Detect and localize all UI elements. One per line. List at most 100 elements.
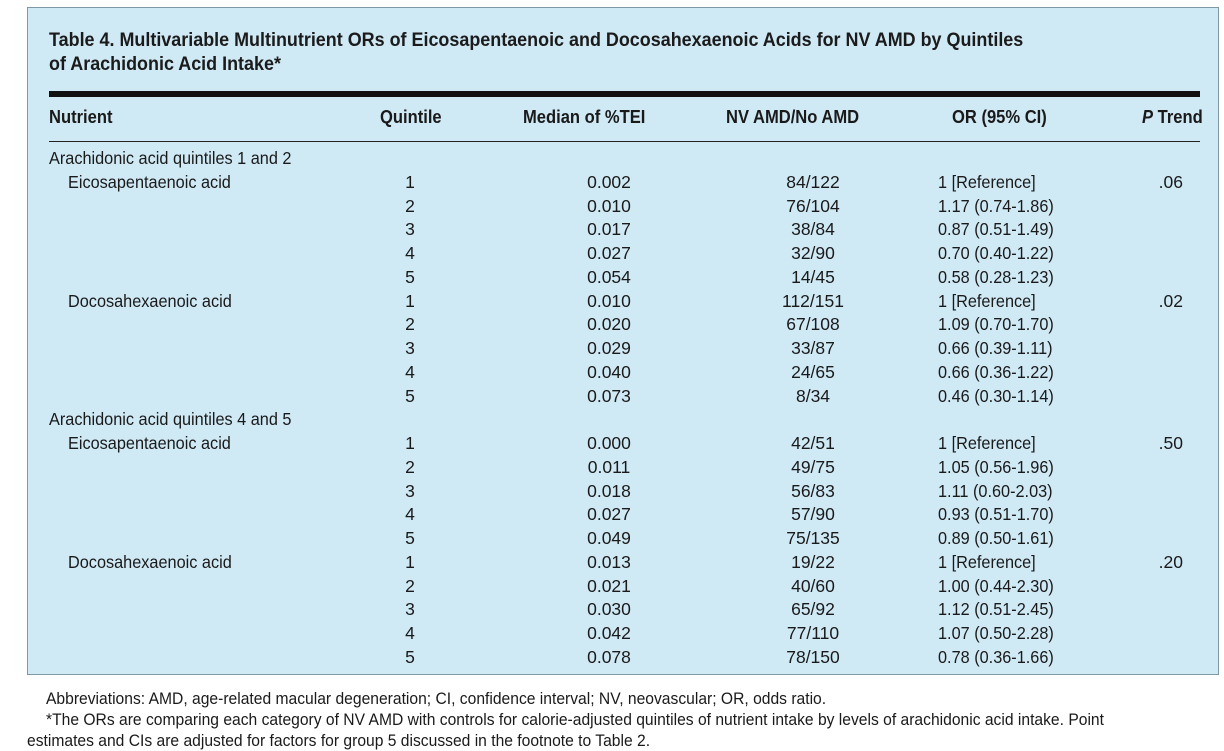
table-row: 5 0.078 78/150 0.78 (0.36-1.66) [28, 645, 1218, 669]
row-median-cell: 0.000 [587, 433, 631, 453]
row-or-cell: 1.05 (0.56-1.96) [938, 456, 1054, 477]
row-or-cell: 1 [Reference] [938, 171, 1036, 192]
row-or-cell: 1.00 (0.44-2.30) [938, 575, 1054, 596]
table-row: Arachidonic acid quintiles 4 and 5 [28, 407, 1218, 431]
row-counts-cell: 19/22 [791, 551, 835, 572]
row-nutrient-cell: Eicosapentaenoic acid [68, 171, 231, 192]
row-median-cell: 0.017 [587, 219, 631, 240]
p-trend-italic: P [1142, 107, 1154, 127]
table-title-line-2: of Arachidonic Acid Intake* [49, 53, 281, 75]
row-median-cell: 0.011 [587, 456, 631, 477]
row-median-cell: 0.002 [587, 171, 631, 192]
row-counts-cell: 65/92 [791, 599, 835, 620]
row-counts-cell: 77/110 [786, 623, 840, 643]
table-panel: Table 4. Multivariable Multinutrient ORs… [27, 7, 1219, 675]
table-row: Docosahexaenoic acid 1 0.013 19/22 1 [Refere… [28, 550, 1218, 574]
table-row: 3 0.017 38/84 0.87 (0.51-1.49) [28, 217, 1218, 241]
row-quintile-cell: 2 [405, 195, 415, 216]
row-median-cell: 0.027 [587, 504, 631, 525]
table-row: 5 0.054 14/45 0.58 (0.28-1.23) [28, 265, 1218, 289]
row-or-cell: 0.66 (0.36-1.22) [938, 361, 1054, 382]
table-row: Arachidonic acid quintiles 1 and 2 [28, 146, 1218, 170]
row-or-cell: 1.07 (0.50-2.28) [938, 623, 1054, 643]
row-counts-cell: 49/75 [791, 456, 835, 477]
row-median-cell: 0.042 [587, 623, 631, 643]
row-median-cell: 0.040 [587, 361, 631, 382]
row-median-cell: 0.027 [587, 243, 631, 263]
footnote-note-line-2: estimates and CIs are adjusted for facto… [27, 731, 651, 750]
table-row: Eicosapentaenoic acid 1 0.000 42/51 1 [Refer… [28, 431, 1218, 455]
table-row: Docosahexaenoic acid 1 0.010 112/151 1 [Refe… [28, 289, 1218, 313]
row-or-cell: 0.66 (0.39-1.11) [938, 338, 1053, 358]
table-row: 3 0.030 65/92 1.12 (0.51-2.45) [28, 597, 1218, 621]
row-p-trend-cell: .20 [1158, 551, 1183, 572]
table-row: 4 0.027 32/90 0.70 (0.40-1.22) [28, 241, 1218, 265]
p-trend-label: Trend [1153, 107, 1203, 127]
table-row: 4 0.027 57/90 0.93 (0.51-1.70) [28, 502, 1218, 526]
row-counts-cell: 40/60 [791, 575, 835, 596]
row-counts-cell: 32/90 [791, 243, 835, 263]
table-row: 2 0.010 76/104 1.17 (0.74-1.86) [28, 194, 1218, 218]
row-median-cell: 0.030 [587, 599, 631, 620]
footnote-abbreviations: Abbreviations: AMD, age-related macular … [46, 689, 827, 708]
row-quintile-cell: 5 [405, 266, 415, 287]
row-counts-cell: 75/135 [786, 528, 840, 548]
row-counts-cell: 42/51 [791, 433, 835, 453]
table-row: 2 0.011 49/75 1.05 (0.56-1.96) [28, 455, 1218, 479]
row-counts-cell: 14/45 [791, 266, 835, 287]
row-counts-cell: 78/150 [786, 646, 840, 667]
column-header-nutrient: Nutrient [49, 107, 113, 127]
row-quintile-cell: 3 [405, 219, 415, 240]
row-nutrient-cell: Arachidonic acid quintiles 1 and 2 [49, 148, 292, 168]
row-counts-cell: 112/151 [782, 290, 844, 311]
row-quintile-cell: 5 [405, 646, 415, 667]
column-header-quintile: Quintile [380, 107, 442, 127]
row-quintile-cell: 1 [405, 433, 415, 453]
row-quintile-cell: 5 [405, 385, 415, 406]
row-or-cell: 0.78 (0.36-1.66) [938, 646, 1054, 667]
row-median-cell: 0.029 [587, 338, 631, 358]
table-row: Eicosapentaenoic acid 1 0.002 84/122 1 [Refe… [28, 170, 1218, 194]
row-median-cell: 0.049 [587, 528, 631, 548]
row-quintile-cell: 4 [405, 623, 415, 643]
row-nutrient-cell: Eicosapentaenoic acid [68, 433, 231, 453]
row-or-cell: 0.89 (0.50-1.61) [938, 528, 1054, 548]
row-quintile-cell: 2 [405, 575, 415, 596]
column-header-counts: NV AMD/No AMD [726, 107, 860, 127]
row-quintile-cell: 4 [405, 361, 415, 382]
row-counts-cell: 67/108 [786, 314, 840, 335]
row-or-cell: 0.70 (0.40-1.22) [938, 243, 1054, 263]
row-counts-cell: 8/34 [795, 385, 831, 406]
table-row: 3 0.029 33/87 0.66 (0.39-1.11) [28, 336, 1218, 360]
row-counts-cell: 33/87 [791, 338, 835, 358]
table-title-line-1: Table 4. Multivariable Multinutrient ORs… [49, 29, 1024, 51]
header-top-rule [49, 91, 1200, 97]
row-counts-cell: 24/65 [791, 361, 835, 382]
row-median-cell: 0.073 [587, 385, 631, 406]
row-p-trend-cell: .06 [1158, 171, 1183, 192]
table-row: 5 0.049 75/135 0.89 (0.50-1.61) [28, 526, 1218, 550]
table-row: 3 0.018 56/83 1.11 (0.60-2.03) [28, 479, 1218, 503]
footnote-note-line-1: *The ORs are comparing each category of … [46, 710, 1104, 729]
row-median-cell: 0.021 [587, 575, 631, 596]
row-median-cell: 0.054 [587, 266, 631, 287]
row-counts-cell: 38/84 [791, 219, 835, 240]
row-counts-cell: 56/83 [791, 480, 835, 501]
table-row: 2 0.021 40/60 1.00 (0.44-2.30) [28, 574, 1218, 598]
row-or-cell: 0.93 (0.51-1.70) [938, 504, 1054, 525]
row-or-cell: 1 [Reference] [938, 551, 1036, 572]
row-median-cell: 0.020 [587, 314, 631, 335]
row-or-cell: 1.11 (0.60-2.03) [938, 480, 1053, 501]
row-median-cell: 0.010 [587, 195, 631, 216]
row-p-trend-cell: .50 [1158, 433, 1183, 453]
header-bottom-rule [49, 141, 1200, 142]
table-row: 4 0.042 77/110 1.07 (0.50-2.28) [28, 621, 1218, 645]
row-counts-cell: 76/104 [786, 195, 840, 216]
row-nutrient-cell: Arachidonic acid quintiles 4 and 5 [49, 409, 292, 430]
table-row: 2 0.020 67/108 1.09 (0.70-1.70) [28, 312, 1218, 336]
row-median-cell: 0.078 [587, 646, 631, 667]
row-quintile-cell: 4 [405, 243, 415, 263]
row-nutrient-cell: Docosahexaenoic acid [68, 290, 232, 311]
row-nutrient-cell: Docosahexaenoic acid [68, 551, 232, 572]
row-quintile-cell: 2 [405, 456, 415, 477]
